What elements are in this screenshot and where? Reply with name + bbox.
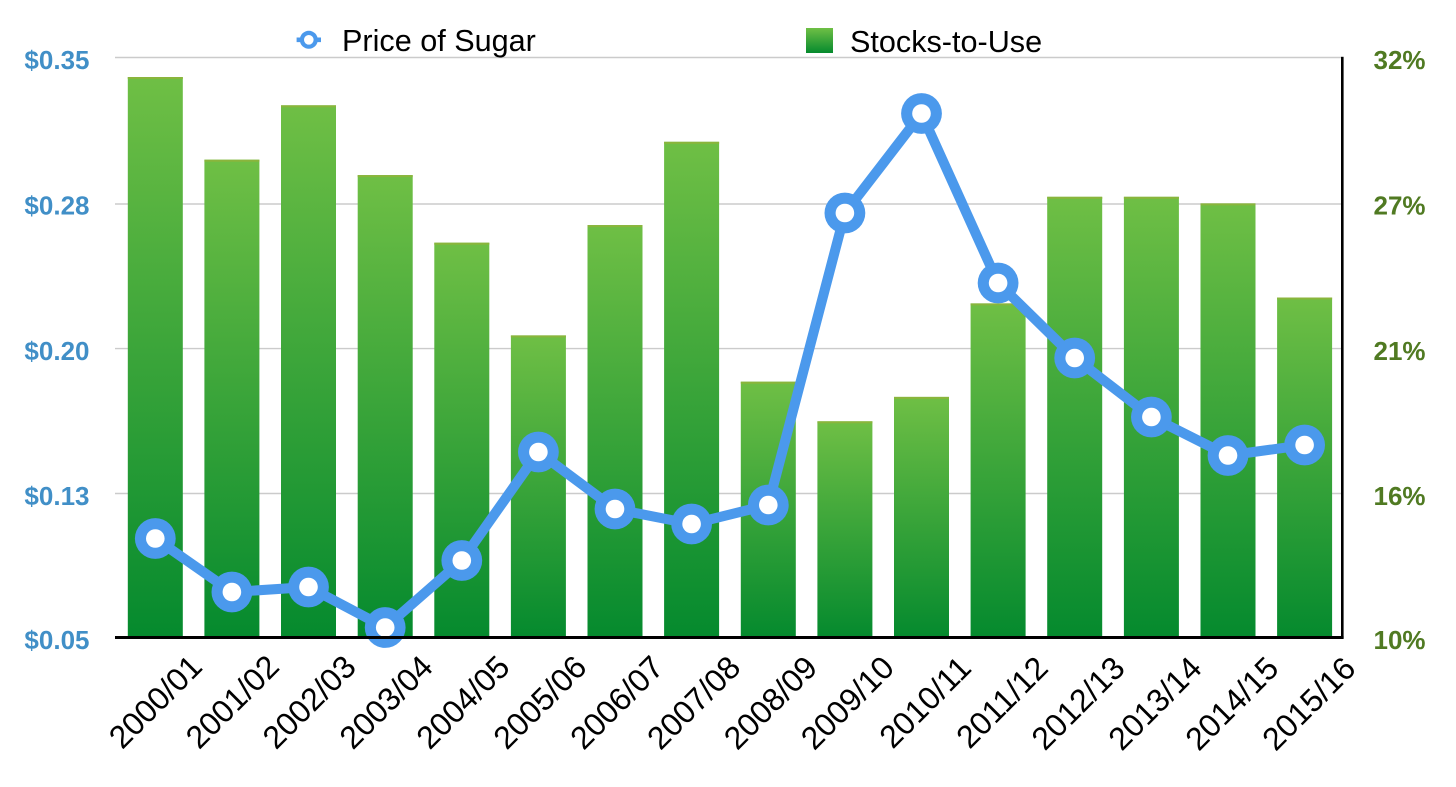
svg-text:$0.35: $0.35 (24, 45, 89, 75)
svg-text:16%: 16% (1374, 481, 1426, 511)
svg-text:$0.20: $0.20 (24, 336, 89, 366)
svg-text:$0.13: $0.13 (24, 481, 89, 511)
svg-text:$0.05: $0.05 (24, 625, 89, 655)
svg-text:$0.28: $0.28 (24, 191, 89, 221)
svg-text:Stocks-to-Use: Stocks-to-Use (850, 25, 1042, 59)
svg-text:10%: 10% (1374, 625, 1426, 655)
svg-text:27%: 27% (1374, 191, 1426, 221)
svg-text:Price of Sugar: Price of Sugar (342, 24, 536, 58)
svg-text:21%: 21% (1374, 336, 1426, 366)
svg-text:32%: 32% (1374, 45, 1426, 75)
